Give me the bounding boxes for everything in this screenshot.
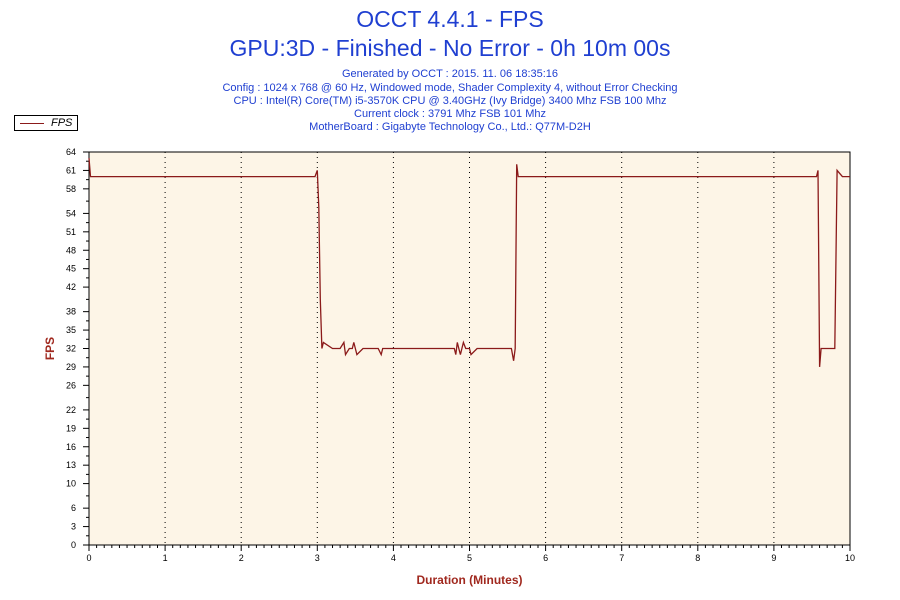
legend-label-fps: FPS (51, 117, 73, 129)
series-line-fps (88, 158, 850, 367)
x-tick-label: 10 (845, 553, 855, 563)
y-tick-label: 58 (66, 184, 76, 194)
chart-subtitle: GPU:3D - Finished - No Error - 0h 10m 00… (229, 35, 671, 61)
chart-legend: FPS (14, 115, 78, 131)
y-tick-label: 61 (66, 165, 76, 175)
info-motherboard: MotherBoard : Gigabyte Technology Co., L… (309, 121, 591, 133)
legend-swatch-fps (20, 123, 44, 124)
y-tick-label: 38 (66, 307, 76, 317)
x-tick-label: 2 (239, 553, 244, 563)
info-config: Config : 1024 x 768 @ 60 Hz, Windowed mo… (222, 82, 678, 94)
info-clock: Current clock : 3791 Mhz FSB 101 Mhz (354, 108, 546, 120)
y-tick-label: 13 (66, 460, 76, 470)
y-tick-label: 51 (66, 227, 76, 237)
x-tick-label: 6 (543, 553, 548, 563)
y-tick-label: 19 (66, 423, 76, 433)
x-tick-label: 8 (695, 553, 700, 563)
y-tick-label: 35 (66, 325, 76, 335)
x-tick-label: 3 (315, 553, 320, 563)
y-tick-label: 29 (66, 362, 76, 372)
x-tick-label: 4 (391, 553, 396, 563)
x-tick-label: 1 (163, 553, 168, 563)
x-tick-label: 5 (467, 553, 472, 563)
y-tick-label: 3 (71, 522, 76, 532)
x-axis-title: Duration (Minutes) (417, 573, 523, 587)
y-tick-label: 22 (66, 405, 76, 415)
y-tick-label: 16 (66, 442, 76, 452)
grid-lines (164, 152, 775, 545)
chart-title: OCCT 4.4.1 - FPS (356, 6, 544, 32)
tick-marks (83, 151, 851, 551)
y-tick-label: 48 (66, 245, 76, 255)
x-tick-label: 7 (619, 553, 624, 563)
y-tick-label: 10 (66, 479, 76, 489)
x-tick-label: 0 (86, 553, 91, 563)
x-tick-label: 9 (771, 553, 776, 563)
y-tick-label: 0 (71, 540, 76, 550)
y-axis-title: FPS (43, 337, 57, 360)
y-tick-label: 54 (66, 208, 76, 218)
y-tick-label: 6 (71, 503, 76, 513)
y-tick-label: 42 (66, 282, 76, 292)
info-generated: Generated by OCCT : 2015. 11. 06 18:35:1… (341, 68, 559, 80)
y-tick-label: 45 (66, 264, 76, 274)
tick-labels: 0 1 2 3 4 5 6 7 8 9 100361013161922262932353842454… (66, 147, 855, 563)
info-cpu: CPU : Intel(R) Core(TM) i5-3570K CPU @ 3… (233, 95, 667, 107)
y-tick-label: 64 (66, 147, 76, 157)
y-tick-label: 32 (66, 344, 76, 354)
y-tick-label: 26 (66, 380, 76, 390)
